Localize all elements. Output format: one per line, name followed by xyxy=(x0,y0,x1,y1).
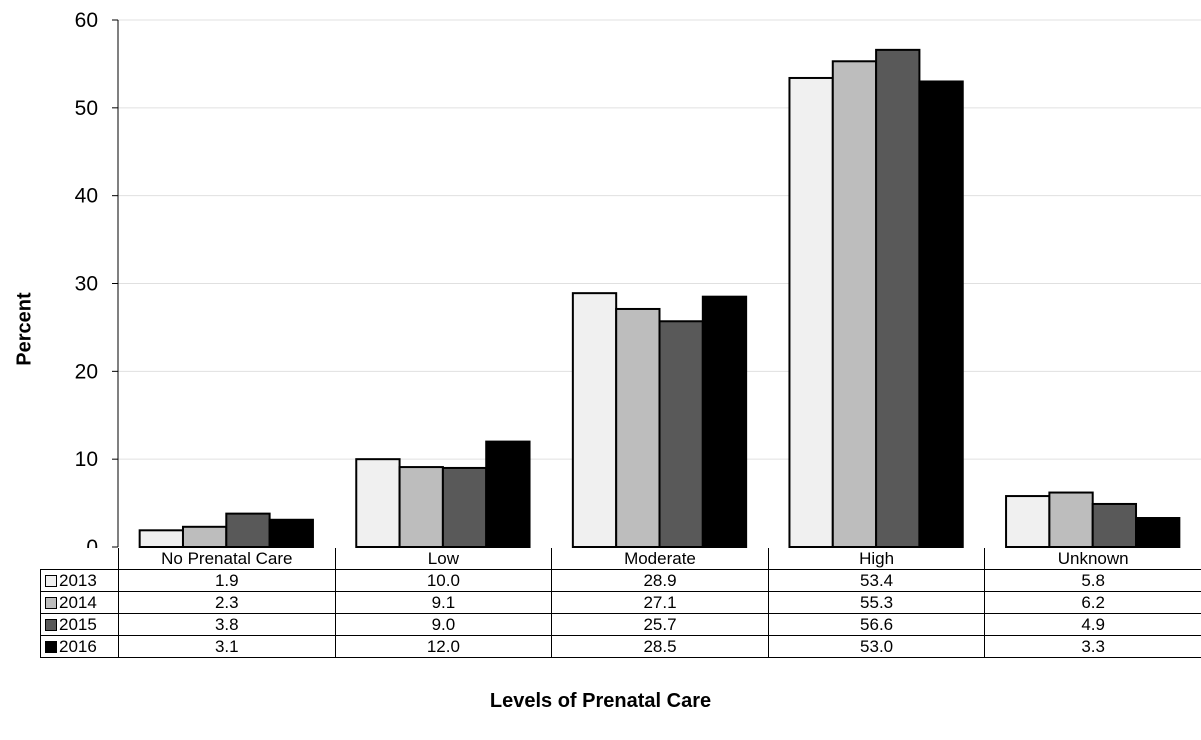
y-tick-label: 40 xyxy=(75,185,98,208)
bar-2015-0 xyxy=(225,512,271,548)
bar-2014-0 xyxy=(181,525,228,548)
data-label: 55.3 xyxy=(767,591,986,614)
legend-entry: 2013 xyxy=(40,569,119,592)
legend-swatch xyxy=(45,618,57,631)
data-label: 28.9 xyxy=(551,569,769,592)
bar-2016-2 xyxy=(701,295,748,548)
legend-swatch xyxy=(45,640,57,653)
bar-2016-4 xyxy=(1135,517,1181,548)
bar-2015-3 xyxy=(875,48,921,548)
y-axis-title: Percent xyxy=(13,292,36,366)
data-label: 9.1 xyxy=(334,591,553,614)
bar-2013-1 xyxy=(355,458,401,548)
data-label: 3.1 xyxy=(118,635,336,658)
table-header-row: No Prenatal Care Low Moderate High Unknown xyxy=(40,548,1201,570)
category-label: High xyxy=(767,548,986,570)
bar-2013-4 xyxy=(1005,495,1051,548)
legend-entry: 2014 xyxy=(40,591,119,614)
x-axis-title: Levels of Prenatal Care xyxy=(489,690,712,712)
data-label: 25.7 xyxy=(551,613,769,636)
legend-label: 2014 xyxy=(59,592,97,612)
bar-2016-0 xyxy=(268,518,314,548)
y-tick-label: 10 xyxy=(75,448,98,471)
data-table: No Prenatal Care Low Moderate High Unknown 20… xyxy=(40,548,1201,658)
legend-entry: 2016 xyxy=(40,635,119,658)
y-tick-label: 0 xyxy=(86,536,98,548)
bar-chart: 0 10 20 30 40 50 60 xyxy=(75,9,1201,548)
legend-label: 2015 xyxy=(59,614,97,634)
table-row: 2013 1.9 10.0 28.9 53.4 5.8 xyxy=(40,569,1201,592)
data-label: 28.5 xyxy=(551,635,769,658)
data-label: 10.0 xyxy=(334,569,553,592)
bar-2015-1 xyxy=(441,466,488,548)
bar-2013-3 xyxy=(788,76,834,548)
bar-2014-1 xyxy=(398,466,444,548)
legend-entry: 2015 xyxy=(40,613,119,636)
data-label: 56.6 xyxy=(767,613,986,636)
y-tick-label: 20 xyxy=(75,360,98,383)
legend-label: 2013 xyxy=(59,570,97,590)
bar-2016-1 xyxy=(485,440,531,548)
bar-2014-4 xyxy=(1048,491,1094,548)
bar-2015-2 xyxy=(658,320,704,548)
category-label: Low xyxy=(334,548,553,570)
data-label: 1.9 xyxy=(118,569,336,592)
y-tick-label: 30 xyxy=(75,273,98,296)
data-label: 53.0 xyxy=(767,635,986,658)
data-label: 5.8 xyxy=(984,569,1201,592)
gridline-layer xyxy=(118,19,1201,460)
data-label: 2.3 xyxy=(118,591,336,614)
legend-swatch xyxy=(45,574,57,587)
table-row: 2014 2.3 9.1 27.1 55.3 6.2 xyxy=(40,591,1201,614)
data-label: 53.4 xyxy=(767,569,986,592)
category-label: Moderate xyxy=(551,548,769,570)
category-label: No Prenatal Care xyxy=(118,548,336,570)
data-label: 6.2 xyxy=(984,591,1201,614)
legend-swatch xyxy=(45,596,57,609)
bar-2015-4 xyxy=(1091,502,1138,548)
data-label: 4.9 xyxy=(984,613,1201,636)
bar-2014-2 xyxy=(615,307,661,548)
table-corner xyxy=(40,548,119,570)
table-row: 2016 3.1 12.0 28.5 53.0 3.3 xyxy=(40,635,1201,658)
data-label: 27.1 xyxy=(551,591,769,614)
data-label: 9.0 xyxy=(334,613,553,636)
legend-label: 2016 xyxy=(59,636,97,656)
bar-2014-3 xyxy=(831,60,878,548)
bar-2013-2 xyxy=(571,292,618,548)
bars-layer xyxy=(138,48,1181,548)
data-label: 12.0 xyxy=(334,635,553,658)
table-row: 2015 3.8 9.0 25.7 56.6 4.9 xyxy=(40,613,1201,636)
data-label: 3.8 xyxy=(118,613,336,636)
y-tick-label: 50 xyxy=(75,97,98,120)
axis-layer: 0 10 20 30 40 50 60 xyxy=(75,9,119,548)
y-tick-label: 60 xyxy=(75,9,98,32)
bar-2016-3 xyxy=(918,80,964,548)
category-label: Unknown xyxy=(984,548,1201,570)
data-label: 3.3 xyxy=(984,635,1201,658)
bar-2013-0 xyxy=(138,529,184,548)
